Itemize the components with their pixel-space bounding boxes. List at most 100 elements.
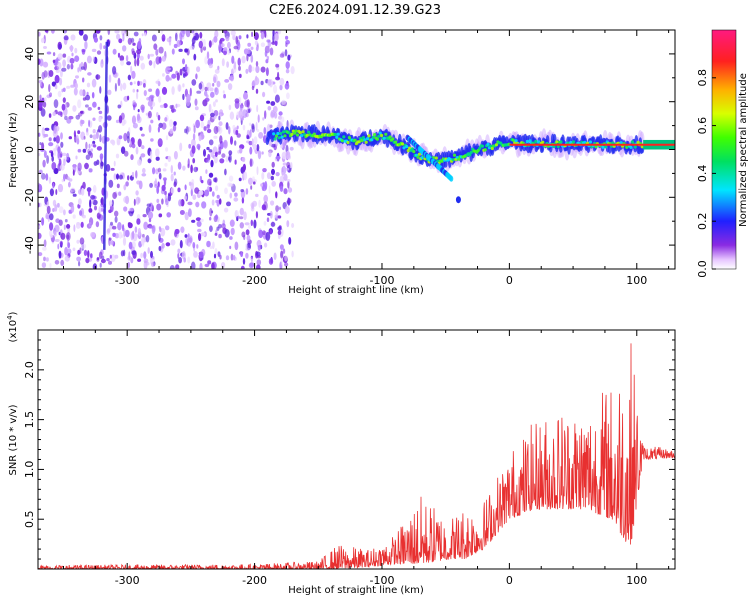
noise-speckle — [264, 30, 267, 38]
noise-speckle — [158, 56, 162, 64]
x-tick-label: -300 — [115, 574, 140, 587]
noise-speckle — [255, 65, 260, 74]
track-core — [342, 135, 346, 139]
noise-speckle — [127, 175, 130, 181]
track-core — [364, 140, 368, 144]
noise-speckle — [221, 153, 226, 158]
noise-speckle — [158, 226, 161, 230]
noise-speckle — [78, 261, 81, 267]
noise-speckle — [92, 140, 96, 145]
noise-speckle — [160, 227, 166, 237]
noise-speckle — [85, 94, 91, 101]
noise-speckle — [253, 219, 257, 229]
noise-speckle — [161, 242, 165, 249]
noise-speckle — [145, 261, 150, 266]
track-core — [295, 133, 300, 137]
noise-speckle — [194, 98, 198, 106]
noise-speckle — [150, 119, 154, 124]
colorbar-gradient — [711, 29, 737, 270]
noise-speckle — [238, 35, 242, 40]
noise-speckle — [85, 131, 89, 136]
noise-speckle — [126, 135, 130, 144]
track-core — [300, 134, 304, 138]
noise-speckle — [114, 30, 120, 34]
noise-speckle — [123, 150, 129, 157]
noise-speckle — [275, 191, 278, 199]
noise-speckle — [181, 251, 186, 260]
noise-speckle — [61, 67, 67, 72]
noise-speckle — [60, 163, 65, 171]
noise-speckle — [83, 34, 88, 42]
noise-speckle — [279, 53, 285, 58]
noise-speckle — [242, 124, 246, 131]
noise-speckle — [229, 245, 232, 250]
noise-speckle — [109, 200, 113, 207]
noise-speckle — [142, 167, 146, 174]
noise-speckle — [246, 234, 251, 242]
noise-speckle — [66, 85, 71, 89]
track-core — [290, 132, 294, 136]
noise-speckle — [58, 206, 64, 214]
noise-speckle — [175, 103, 178, 109]
track-core — [340, 139, 344, 143]
noise-speckle — [206, 82, 212, 89]
noise-speckle — [250, 46, 254, 50]
noise-speckle — [46, 205, 51, 214]
noise-speckle — [141, 173, 147, 177]
noise-speckle — [206, 124, 210, 129]
noise-speckle — [118, 135, 123, 140]
noise-speckle — [274, 33, 279, 42]
noise-speckle — [252, 144, 257, 151]
noise-speckle — [227, 182, 233, 188]
noise-speckle — [260, 31, 265, 40]
noise-speckle — [277, 121, 281, 127]
noise-speckle — [177, 252, 180, 259]
noise-speckle — [271, 143, 276, 148]
noise-speckle — [209, 207, 213, 217]
noise-speckle — [182, 73, 186, 78]
noise-speckle — [66, 176, 70, 181]
noise-speckle — [202, 46, 207, 51]
noise-speckle — [198, 40, 203, 49]
noise-speckle — [67, 248, 72, 255]
noise-speckle — [287, 54, 291, 61]
noise-speckle — [110, 221, 113, 226]
noise-speckle — [78, 198, 82, 206]
noise-speckle — [262, 230, 266, 236]
noise-speckle — [177, 84, 182, 92]
noise-speckle — [178, 199, 183, 207]
noise-speckle — [196, 220, 202, 227]
noise-speckle — [271, 168, 275, 175]
noise-speckle — [192, 194, 197, 200]
noise-speckle — [131, 230, 135, 240]
noise-speckle — [212, 101, 216, 107]
noise-speckle — [253, 181, 256, 185]
noise-speckle — [80, 119, 85, 125]
noise-speckle — [205, 169, 208, 174]
noise-speckle — [155, 148, 160, 157]
noise-speckle — [286, 92, 290, 100]
noise-speckle — [227, 50, 231, 55]
noise-speckle — [224, 229, 230, 238]
noise-speckle — [88, 119, 91, 128]
track-core — [534, 139, 538, 144]
noise-speckle — [195, 167, 199, 171]
noise-speckle — [188, 242, 191, 247]
noise-speckle — [149, 53, 155, 57]
track-core — [640, 145, 644, 149]
noise-speckle — [108, 260, 112, 265]
noise-speckle — [92, 134, 97, 140]
noise-speckle — [55, 69, 60, 73]
noise-speckle — [53, 230, 57, 237]
noise-speckle — [161, 86, 168, 95]
noise-speckle — [223, 207, 229, 213]
noise-speckle — [89, 134, 93, 138]
noise-speckle — [170, 164, 173, 174]
noise-speckle — [260, 183, 263, 187]
noise-speckle — [91, 48, 97, 53]
noise-speckle — [202, 39, 206, 48]
noise-speckle — [214, 248, 218, 256]
noise-speckle — [128, 241, 133, 250]
noise-speckle — [51, 30, 55, 34]
noise-speckle — [100, 258, 106, 264]
